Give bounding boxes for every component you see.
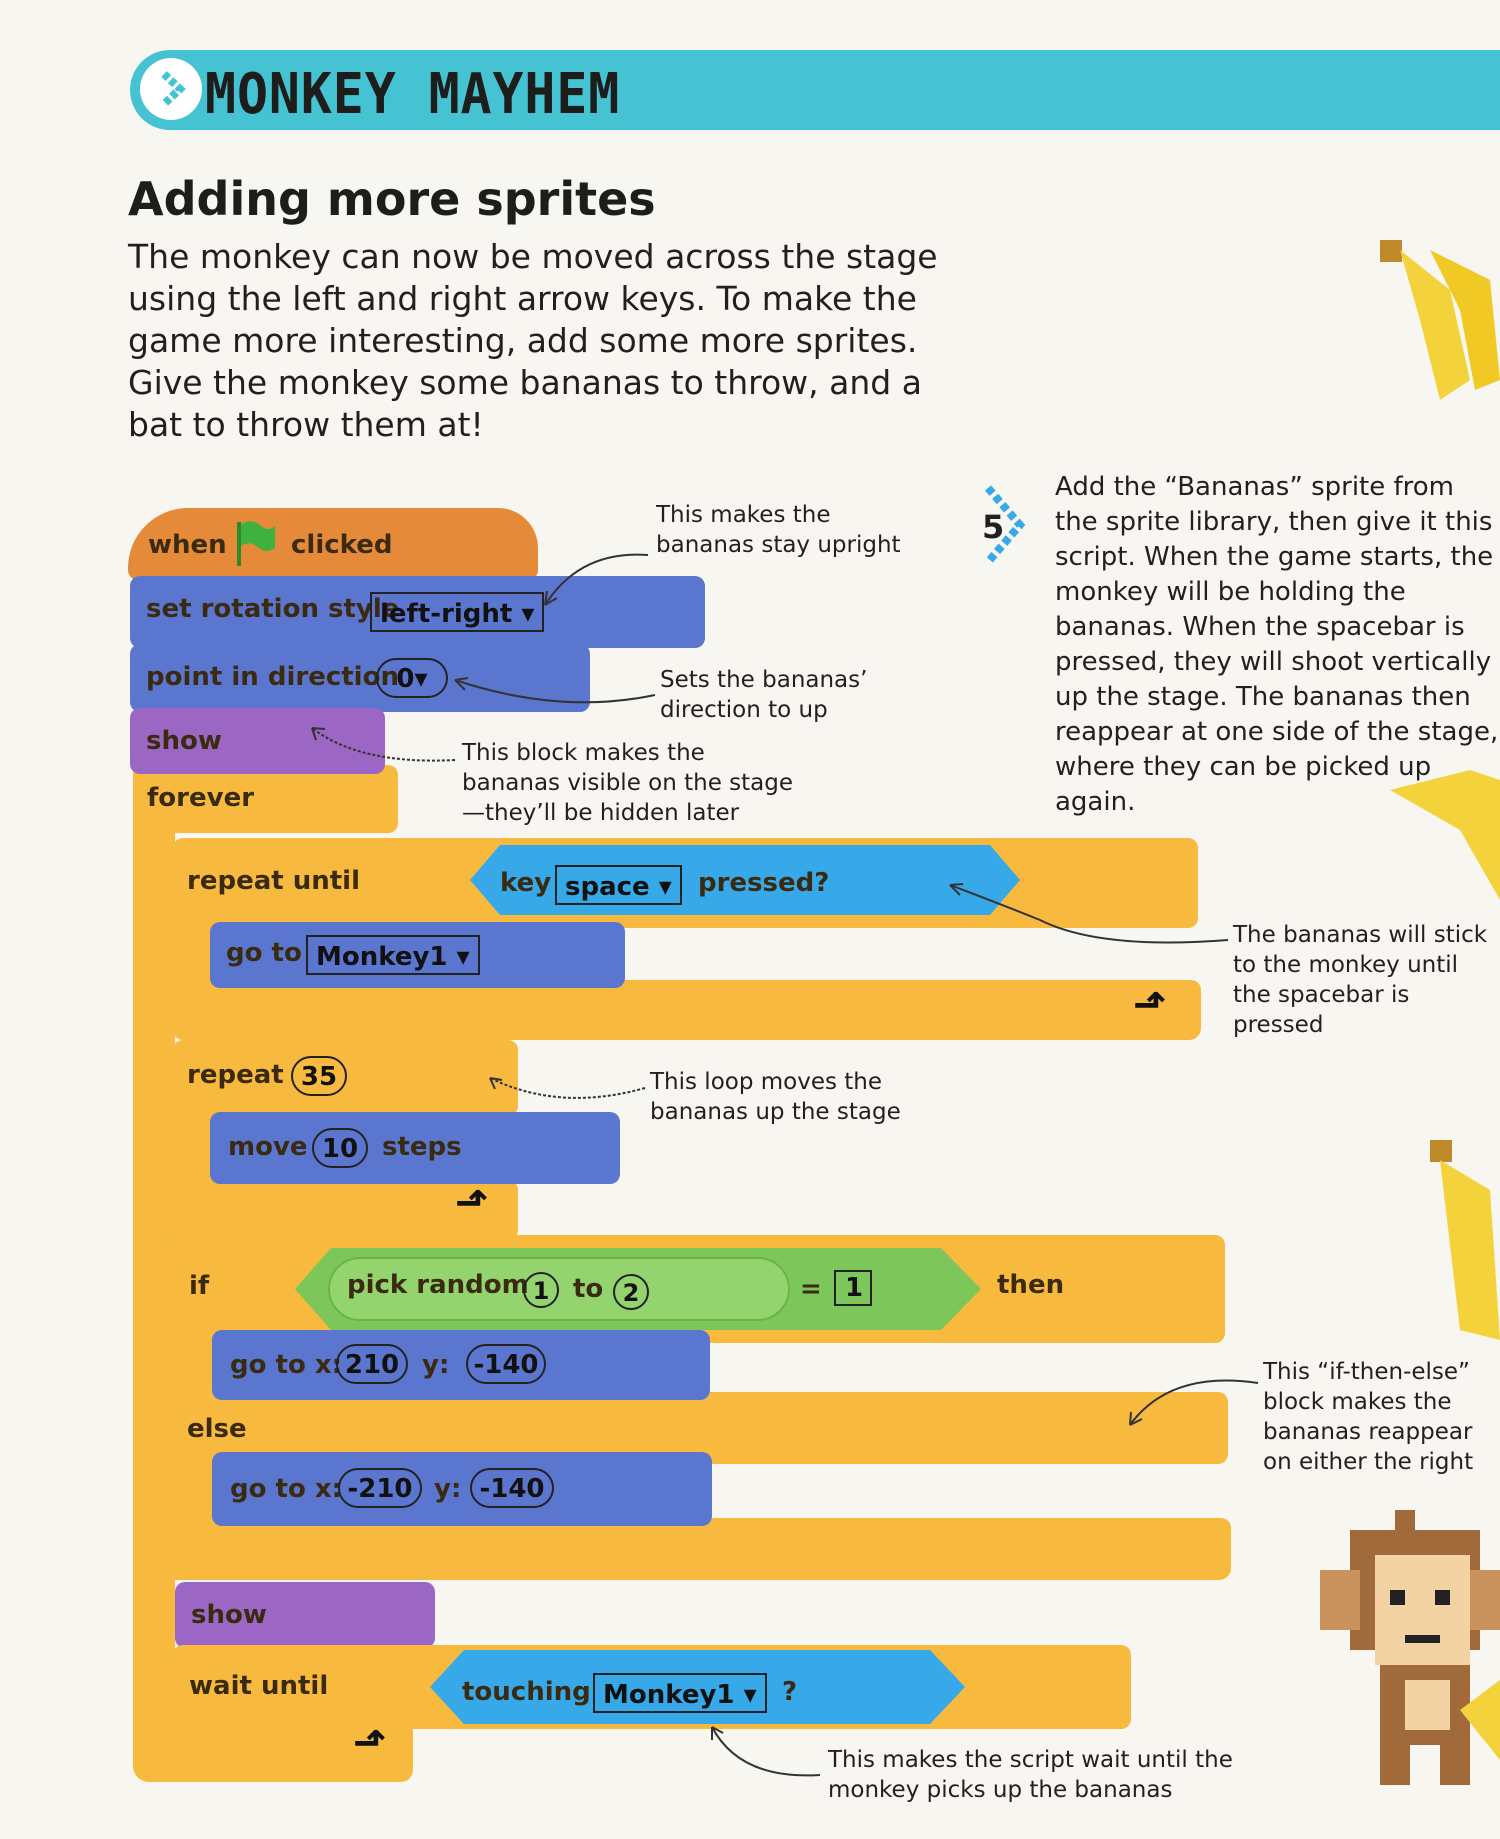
- header-band: [130, 50, 1500, 130]
- equals-value-input[interactable]: 1: [834, 1270, 872, 1306]
- forever-block[interactable]: forever: [133, 765, 398, 833]
- green-flag-icon: [237, 521, 275, 566]
- show-block[interactable]: show: [130, 708, 385, 774]
- repeat-count-input[interactable]: 35: [291, 1056, 347, 1096]
- banana-sprite-icon: [1430, 1140, 1500, 1340]
- go-to-sprite-dropdown[interactable]: Monkey1 ▾: [306, 935, 480, 975]
- banana-sprite-icon: [1390, 770, 1500, 900]
- loop-arrow-icon: ⬏: [455, 1180, 489, 1226]
- banana-sprite-icon: [1380, 240, 1500, 400]
- annotation-stick: The bananas will stick to the monkey unt…: [1233, 922, 1488, 1038]
- direction-dropdown[interactable]: 0▾: [376, 658, 448, 698]
- point-in-direction-block[interactable]: point in direction 0▾: [130, 644, 590, 712]
- page-title: MONKEY MAYHEM: [205, 62, 621, 127]
- show-block[interactable]: show: [175, 1582, 435, 1648]
- to-label: to: [573, 1274, 604, 1304]
- forever-block-arm: [133, 765, 175, 1760]
- when-flag-clicked-block[interactable]: when clicked: [128, 508, 538, 580]
- section-subtitle: Adding more sprites: [128, 172, 656, 226]
- else-label: else: [187, 1414, 247, 1444]
- if-foot: [173, 1518, 1231, 1580]
- if-label: if: [189, 1271, 210, 1301]
- pick-random-label: pick random: [347, 1270, 529, 1300]
- forever-label: forever: [147, 783, 255, 813]
- y-input[interactable]: -140: [466, 1344, 546, 1384]
- go-to-sprite-block[interactable]: go to Monkey1 ▾: [210, 922, 625, 988]
- go-to-xy-block[interactable]: go to x: -210 y: -140: [212, 1452, 712, 1526]
- annotation-direction: Sets the bananas’ direction to up: [660, 667, 868, 723]
- move-label: move: [228, 1132, 308, 1162]
- y-label: y:: [422, 1350, 450, 1380]
- repeat-until-label: repeat until: [187, 866, 360, 896]
- question-label: ?: [782, 1677, 798, 1707]
- set-rotation-label: set rotation style: [146, 594, 400, 624]
- random-to-input[interactable]: 2: [613, 1274, 649, 1310]
- key-dropdown[interactable]: space ▾: [555, 865, 682, 905]
- when-label: when: [148, 530, 227, 560]
- go-to-label: go to: [226, 938, 302, 968]
- move-steps-block[interactable]: move 10 steps: [210, 1112, 620, 1184]
- step-number: 5: [982, 508, 1005, 546]
- steps-label: steps: [382, 1132, 462, 1162]
- repeat-label: repeat: [187, 1060, 284, 1090]
- wait-until-label: wait until: [189, 1671, 329, 1701]
- go-to-x-label: go to x:: [230, 1350, 343, 1380]
- annotation-wait: This makes the script wait until the mon…: [828, 1747, 1233, 1803]
- annotation-visible: This block makes the bananas visible on …: [462, 740, 794, 826]
- annotation-ifelse: This “if-then-else” block makes the bana…: [1263, 1359, 1474, 1481]
- go-to-xy-block[interactable]: go to x: 210 y: -140: [212, 1330, 710, 1400]
- key-label: key: [500, 868, 552, 898]
- clicked-label: clicked: [291, 530, 393, 560]
- forever-block-foot: ⬏: [133, 1720, 413, 1782]
- show-label: show: [146, 726, 222, 756]
- step-chevron-icon: [984, 485, 1026, 565]
- x-input[interactable]: 210: [336, 1344, 408, 1384]
- equals-label: =: [800, 1274, 822, 1304]
- touching-label: touching: [462, 1677, 591, 1707]
- move-steps-input[interactable]: 10: [312, 1128, 368, 1168]
- point-direction-label: point in direction: [146, 662, 399, 692]
- go-to-x-label: go to x:: [230, 1474, 343, 1504]
- key-pressed-hexagon: [470, 845, 1020, 915]
- annotation-upright: This makes the bananas stay upright: [656, 502, 901, 558]
- chevron-right-icon: [140, 58, 202, 120]
- loop-arrow-icon: ⬏: [1133, 982, 1167, 1028]
- repeat-until-foot: ⬏: [173, 980, 1201, 1040]
- monkey-sprite-icon: [1320, 1510, 1500, 1785]
- y-input[interactable]: -140: [470, 1468, 554, 1508]
- show-label: show: [191, 1600, 267, 1630]
- annotation-loop: This loop moves the bananas up the stage: [650, 1069, 901, 1125]
- then-label: then: [997, 1270, 1065, 1300]
- rotation-style-dropdown[interactable]: left-right ▾: [370, 592, 545, 632]
- repeat-foot: ⬏: [173, 1180, 518, 1242]
- step-text: Add the “Bananas” sprite from the sprite…: [1055, 472, 1499, 817]
- touching-dropdown[interactable]: Monkey1 ▾: [593, 1673, 767, 1713]
- touching-hexagon: [430, 1650, 965, 1724]
- intro-paragraph: The monkey can now be moved across the s…: [128, 237, 938, 444]
- random-from-input[interactable]: 1: [523, 1272, 559, 1308]
- y-label: y:: [434, 1474, 462, 1504]
- x-input[interactable]: -210: [338, 1468, 422, 1508]
- set-rotation-style-block[interactable]: set rotation style left-right ▾: [130, 576, 705, 648]
- pressed-label: pressed?: [698, 868, 830, 898]
- repeat-block[interactable]: repeat 35: [173, 1040, 518, 1116]
